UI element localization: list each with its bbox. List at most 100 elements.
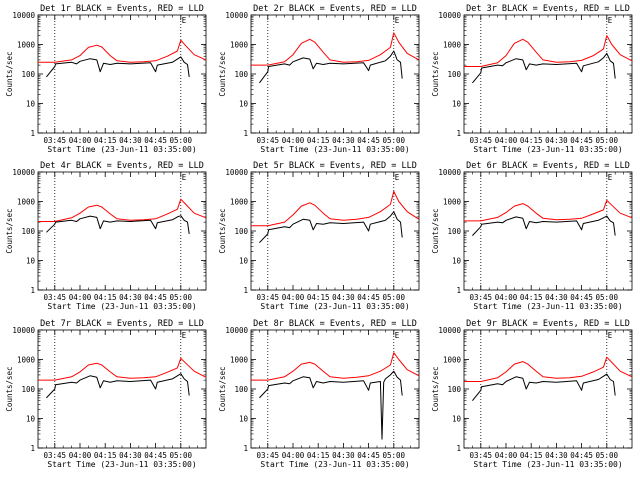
chart-panel-9: Det 9r BLACK = Events, RED = LLD 1 10 100 10… bbox=[431, 319, 633, 469]
y-tick-label: 1 bbox=[30, 286, 35, 295]
y-tick-label: 10000 bbox=[12, 168, 35, 177]
y-axis-label: Counts/sec bbox=[431, 366, 440, 411]
events-series-line bbox=[259, 370, 403, 440]
events-series-line bbox=[472, 373, 616, 402]
events-series-line bbox=[258, 50, 403, 84]
y-tick-label: 1000 bbox=[230, 198, 249, 207]
x-tick-label: 03:45 bbox=[257, 451, 280, 460]
annotation-marker: E bbox=[182, 331, 187, 340]
chart-title: Det 7r BLACK = Events, RED = LLD bbox=[40, 319, 204, 329]
x-tick-label: 04:00 bbox=[495, 136, 518, 145]
x-tick-label: 05:00 bbox=[383, 136, 406, 145]
chart-title: Det 2r BLACK = Events, RED = LLD bbox=[253, 4, 417, 14]
x-tick-label: 04:15 bbox=[307, 451, 330, 460]
lld-series-line bbox=[38, 39, 207, 63]
chart-panel-2: Det 2r BLACK = Events, RED = LLD 1 10 100 10… bbox=[218, 4, 420, 154]
y-tick-label: 10 bbox=[26, 257, 36, 266]
y-tick-label: 10000 bbox=[438, 11, 461, 20]
lld-series-line bbox=[464, 356, 633, 382]
y-tick-label: 10 bbox=[452, 415, 462, 424]
x-tick-label: 03:45 bbox=[470, 451, 493, 460]
x-tick-label: 03:45 bbox=[257, 136, 280, 145]
y-axis-label: Counts/sec bbox=[5, 51, 14, 96]
y-tick-label: 1000 bbox=[443, 356, 462, 365]
chart-title: Det 3r BLACK = Events, RED = LLD bbox=[466, 4, 630, 14]
x-tick-label: 04:15 bbox=[94, 136, 117, 145]
y-axis-label: Counts/sec bbox=[431, 208, 440, 253]
x-tick-label: 04:30 bbox=[545, 136, 568, 145]
x-tick-label: 04:45 bbox=[570, 451, 593, 460]
x-tick-label: 03:45 bbox=[44, 451, 67, 460]
y-tick-label: 1000 bbox=[230, 41, 249, 50]
x-tick-label: 04:00 bbox=[495, 451, 518, 460]
x-tick-label: 03:45 bbox=[257, 293, 280, 302]
x-tick-label: 04:15 bbox=[307, 293, 330, 302]
x-tick-label: 04:15 bbox=[307, 136, 330, 145]
x-tick-label: 04:00 bbox=[282, 136, 305, 145]
annotation-marker: E bbox=[395, 331, 400, 340]
y-tick-label: 1000 bbox=[17, 198, 36, 207]
x-tick-label: 04:45 bbox=[357, 136, 380, 145]
y-tick-label: 10000 bbox=[438, 326, 461, 335]
x-tick-label: 04:15 bbox=[94, 293, 117, 302]
x-tick-label: 04:15 bbox=[520, 451, 543, 460]
chart-title: Det 5r BLACK = Events, RED = LLD bbox=[253, 161, 417, 171]
lld-series-line bbox=[251, 190, 420, 227]
lld-series-line bbox=[251, 32, 420, 66]
lld-series-line bbox=[464, 35, 633, 67]
y-tick-label: 1000 bbox=[17, 41, 36, 50]
y-tick-label: 1 bbox=[243, 286, 248, 295]
x-axis-label: Start Time (23-Jun-11 03:35:00) bbox=[47, 302, 196, 311]
y-tick-label: 1 bbox=[243, 129, 248, 138]
x-axis-label: Start Time (23-Jun-11 03:35:00) bbox=[260, 145, 409, 154]
x-tick-label: 04:30 bbox=[545, 451, 568, 460]
chart-title: Det 6r BLACK = Events, RED = LLD bbox=[466, 161, 630, 171]
x-tick-label: 04:45 bbox=[357, 293, 380, 302]
y-tick-label: 100 bbox=[234, 385, 248, 394]
y-tick-label: 10000 bbox=[225, 326, 248, 335]
x-tick-label: 04:30 bbox=[545, 293, 568, 302]
x-tick-label: 05:00 bbox=[170, 136, 193, 145]
x-tick-label: 04:15 bbox=[520, 136, 543, 145]
x-axis-label: Start Time (23-Jun-11 03:35:00) bbox=[473, 460, 622, 469]
chart-panel-4: Det 4r BLACK = Events, RED = LLD 1 10 100 10… bbox=[5, 161, 207, 311]
x-axis-label: Start Time (23-Jun-11 03:35:00) bbox=[47, 145, 196, 154]
y-axis-label: Counts/sec bbox=[5, 366, 14, 411]
x-tick-label: 03:45 bbox=[470, 136, 493, 145]
y-tick-label: 1 bbox=[456, 444, 461, 453]
x-tick-label: 04:00 bbox=[69, 293, 92, 302]
y-axis-label: Counts/sec bbox=[431, 51, 440, 96]
y-axis-label: Counts/sec bbox=[5, 208, 14, 253]
y-tick-label: 100 bbox=[21, 227, 35, 236]
x-tick-label: 04:30 bbox=[332, 451, 355, 460]
x-tick-label: 03:45 bbox=[470, 293, 493, 302]
annotation-marker: E bbox=[608, 331, 613, 340]
y-tick-label: 1000 bbox=[443, 41, 462, 50]
chart-panel-6: Det 6r BLACK = Events, RED = LLD 1 10 100 10… bbox=[431, 161, 633, 311]
x-tick-label: 04:30 bbox=[119, 136, 142, 145]
chart-panel-5: Det 5r BLACK = Events, RED = LLD 1 10 100 10… bbox=[218, 161, 420, 311]
events-series-line bbox=[46, 215, 190, 234]
x-tick-label: 05:00 bbox=[383, 451, 406, 460]
x-tick-label: 05:00 bbox=[170, 293, 193, 302]
events-series-line bbox=[259, 211, 403, 244]
lld-series-line bbox=[38, 357, 207, 381]
chart-panel-7: Det 7r BLACK = Events, RED = LLD 1 10 100 10… bbox=[5, 319, 207, 469]
chart-panel-3: Det 3r BLACK = Events, RED = LLD 1 10 100 10… bbox=[431, 4, 633, 154]
x-tick-label: 05:00 bbox=[596, 293, 619, 302]
x-axis-label: Start Time (23-Jun-11 03:35:00) bbox=[47, 460, 196, 469]
y-tick-label: 10 bbox=[239, 415, 249, 424]
x-tick-label: 04:30 bbox=[119, 293, 142, 302]
y-tick-label: 10 bbox=[26, 415, 36, 424]
chart-title: Det 8r BLACK = Events, RED = LLD bbox=[253, 319, 417, 329]
x-tick-label: 04:00 bbox=[282, 451, 305, 460]
y-tick-label: 10000 bbox=[225, 11, 248, 20]
y-tick-label: 1000 bbox=[230, 356, 249, 365]
y-tick-label: 1 bbox=[456, 129, 461, 138]
x-tick-label: 04:30 bbox=[332, 293, 355, 302]
x-tick-label: 04:00 bbox=[282, 293, 305, 302]
x-tick-label: 04:00 bbox=[495, 293, 518, 302]
y-tick-label: 10 bbox=[239, 100, 249, 109]
x-tick-label: 03:45 bbox=[44, 293, 67, 302]
